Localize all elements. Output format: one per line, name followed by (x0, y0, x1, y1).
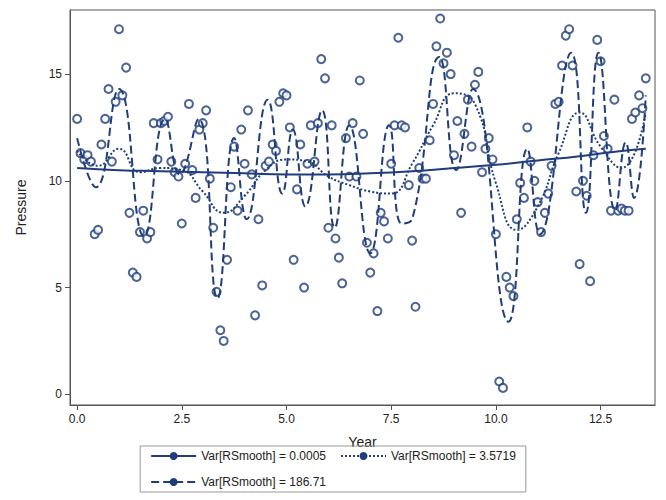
svg-text:Var[RSmooth] = 0.0005: Var[RSmooth] = 0.0005 (201, 449, 326, 463)
svg-text:15: 15 (49, 67, 63, 81)
svg-text:7.5: 7.5 (383, 412, 400, 426)
svg-text:Var[RSmooth] = 3.5719: Var[RSmooth] = 3.5719 (391, 449, 516, 463)
svg-text:Year: Year (348, 434, 377, 450)
svg-text:0: 0 (55, 387, 62, 401)
svg-text:0.0: 0.0 (69, 412, 86, 426)
svg-text:5: 5 (55, 281, 62, 295)
svg-text:Pressure: Pressure (13, 179, 29, 235)
svg-text:10: 10 (49, 174, 63, 188)
svg-text:Var[RSmooth] = 186.71: Var[RSmooth] = 186.71 (201, 475, 326, 489)
svg-text:2.5: 2.5 (173, 412, 190, 426)
svg-text:12.5: 12.5 (589, 412, 613, 426)
svg-text:10.0: 10.0 (484, 412, 508, 426)
svg-text:5.0: 5.0 (278, 412, 295, 426)
